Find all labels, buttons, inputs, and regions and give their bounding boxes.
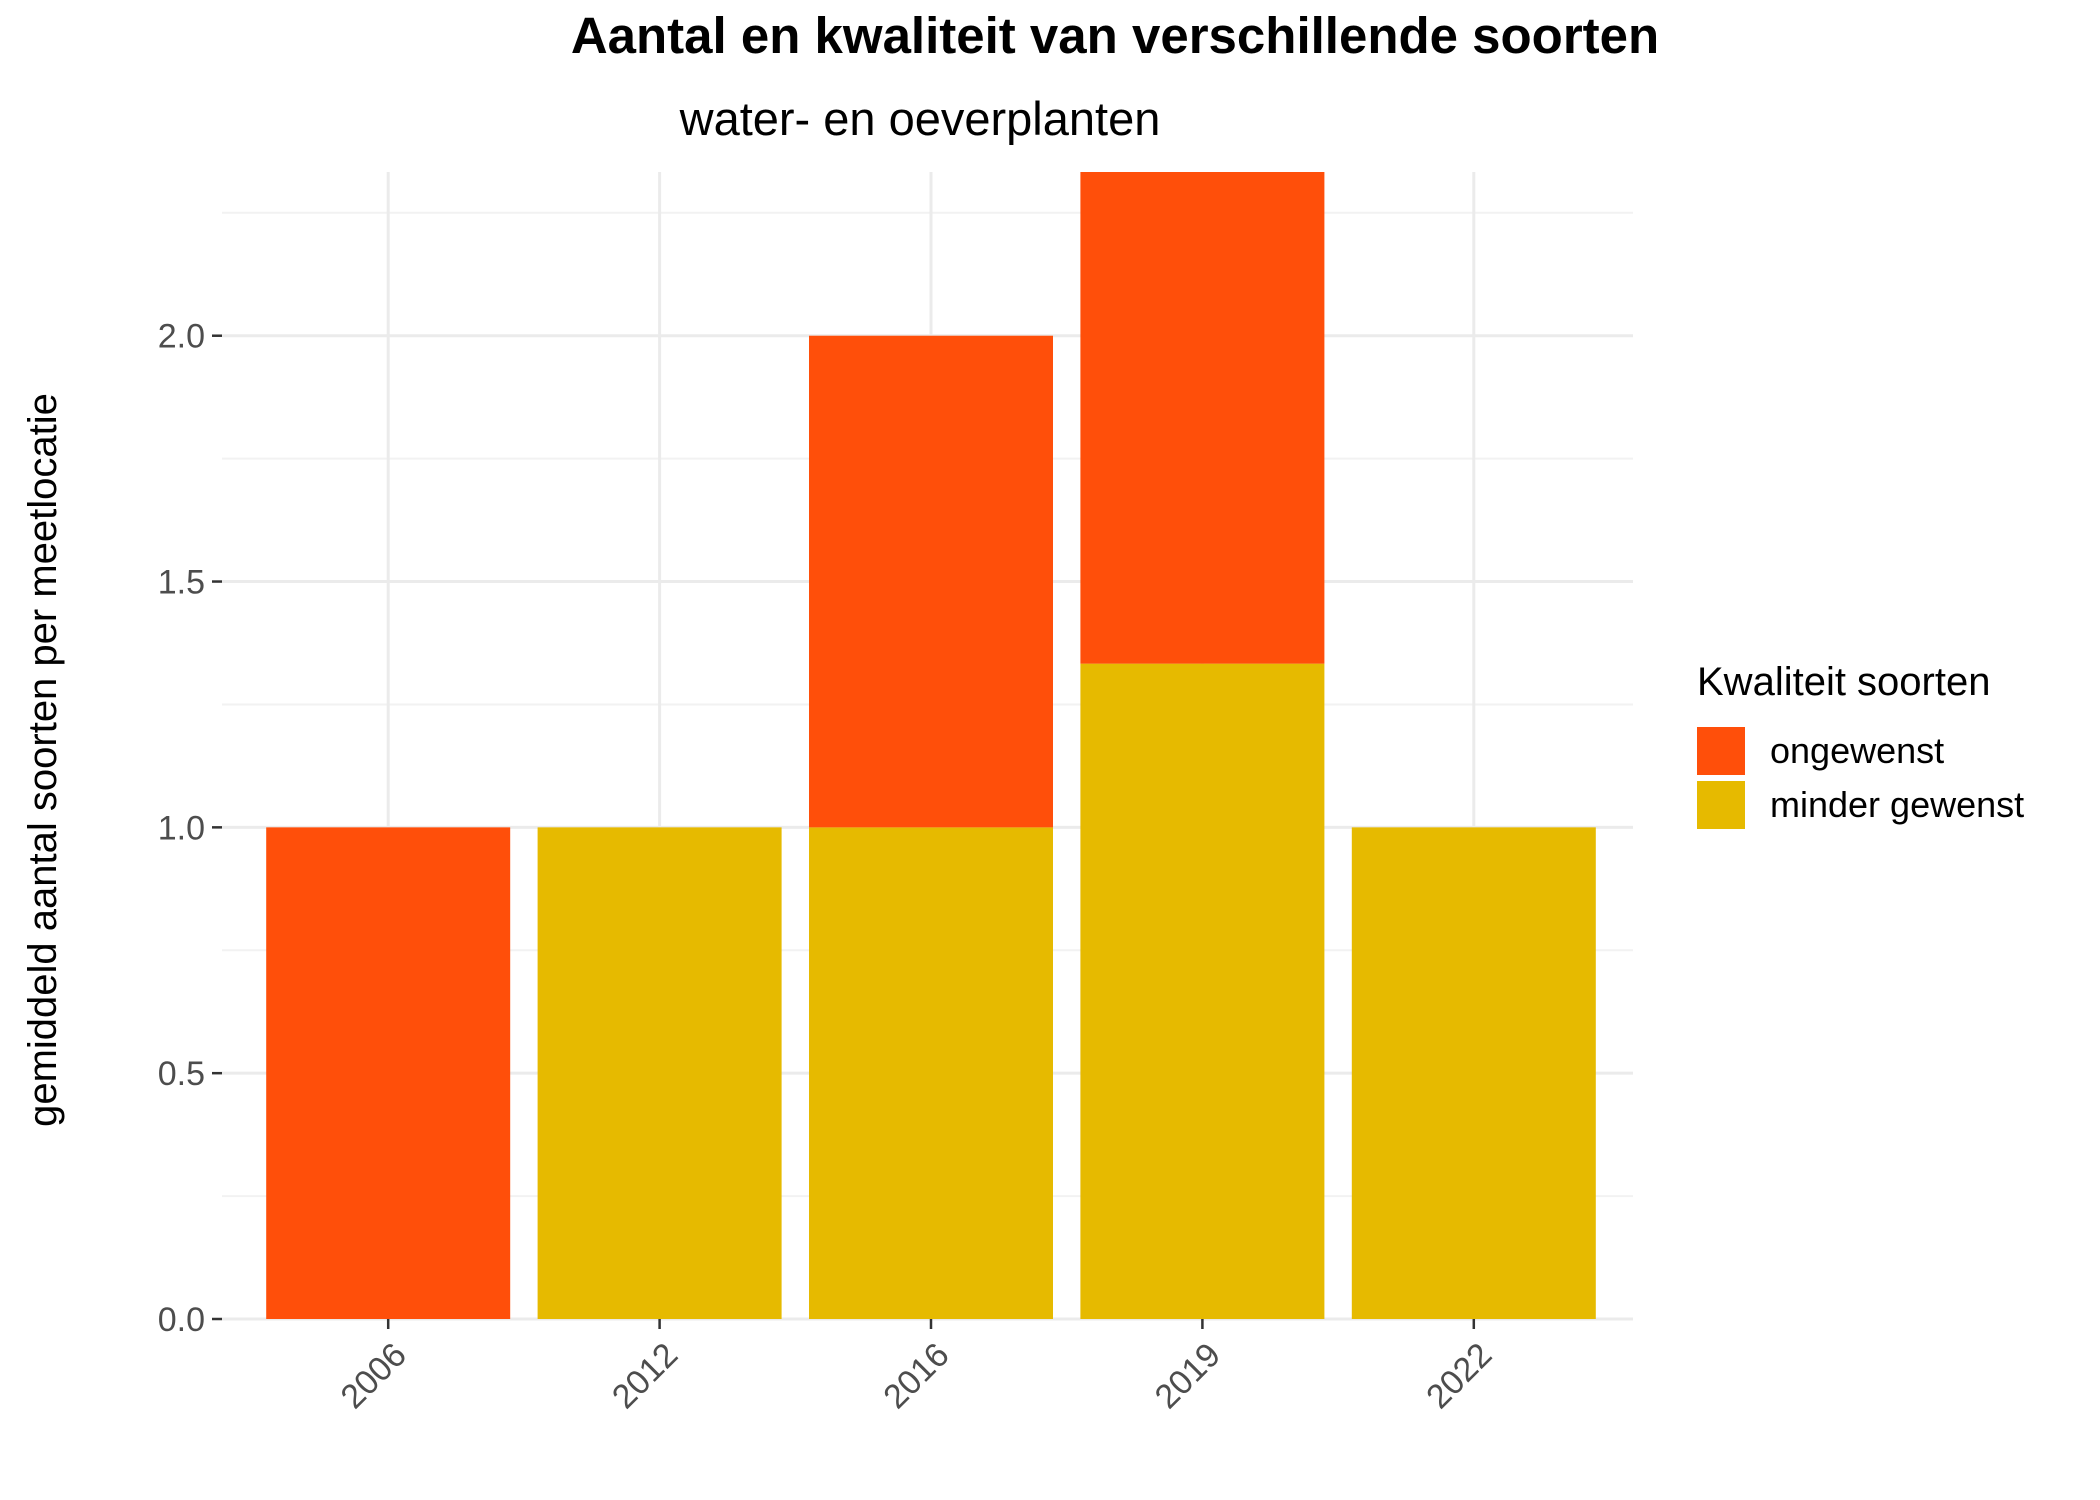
chart-subtitle: water- en oeverplanten	[679, 92, 1161, 145]
bar-2016-ongewenst	[809, 335, 1053, 828]
legend-title: Kwaliteit soorten	[1697, 660, 1990, 704]
bar-2012-minder-gewenst	[537, 827, 782, 1319]
x-tick-label: 2019	[1148, 1336, 1228, 1416]
bars	[266, 172, 1596, 1319]
legend-swatch-minder-gewenst	[1697, 781, 1745, 829]
chart-title: Aantal en kwaliteit van verschillende so…	[571, 7, 1659, 64]
x-tick-label: 2012	[605, 1336, 685, 1416]
legend: Kwaliteit soorten ongewenst minder gewens…	[1697, 660, 2024, 829]
legend-label-ongewenst: ongewenst	[1770, 730, 1944, 771]
legend-swatch-ongewenst	[1697, 727, 1745, 775]
legend-label-minder-gewenst: minder gewenst	[1770, 784, 2024, 825]
y-tick-label: 2.0	[158, 318, 205, 356]
x-tick-label: 2022	[1419, 1336, 1499, 1416]
x-tick-label: 2006	[334, 1336, 414, 1416]
bar-2022-minder-gewenst	[1351, 827, 1596, 1319]
bar-2006-ongewenst	[266, 827, 511, 1319]
bar-2016-minder-gewenst	[809, 827, 1053, 1319]
bar-2019-minder-gewenst	[1080, 663, 1325, 1319]
y-tick-label: 0.0	[158, 1301, 205, 1339]
x-tick-label: 2016	[876, 1336, 956, 1416]
y-tick-label: 1.0	[158, 809, 205, 847]
bar-2019-ongewenst	[1080, 172, 1325, 664]
y-tick-label: 1.5	[158, 564, 205, 602]
y-axis-label: gemiddeld aantal soorten per meetlocatie	[21, 393, 65, 1127]
y-tick-label: 0.5	[158, 1055, 205, 1093]
